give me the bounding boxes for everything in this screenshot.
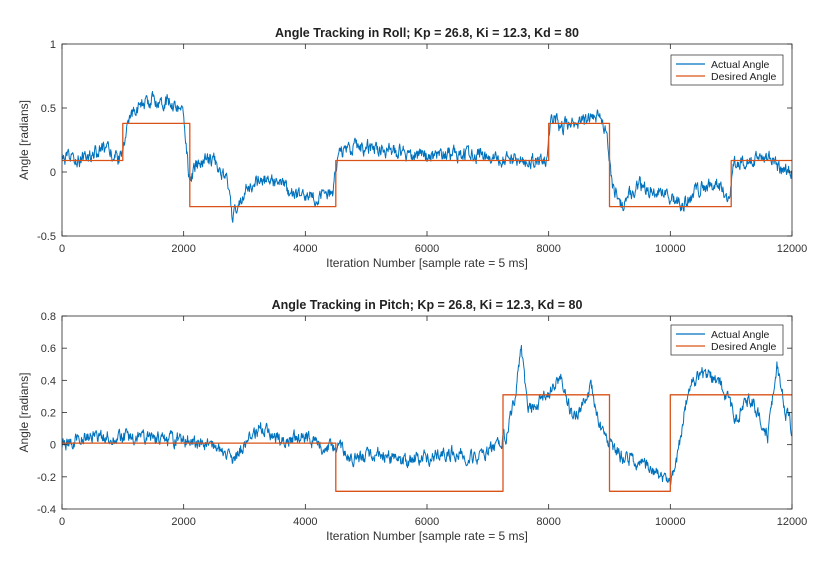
y-tick-label: 0.2: [41, 408, 56, 420]
legend-label-actual: Actual Angle: [711, 59, 770, 71]
x-tick-label: 8000: [536, 243, 560, 255]
series-line-desired: [62, 394, 792, 492]
x-tick-label: 6000: [415, 243, 439, 255]
legend-label-desired: Desired Angle: [711, 71, 777, 83]
y-tick-label: -0.2: [37, 472, 56, 484]
chart-2: Angle Tracking in Pitch; Kp = 26.8, Ki =…: [17, 298, 807, 543]
y-tick-label: 0.4: [41, 375, 56, 387]
x-tick-label: 12000: [777, 516, 808, 528]
y-axis-label: Angle [radians]: [17, 372, 31, 452]
x-axis-label: Iteration Number [sample rate = 5 ms]: [326, 529, 528, 543]
x-tick-label: 10000: [655, 516, 686, 528]
x-tick-label: 0: [59, 243, 65, 255]
x-tick-label: 0: [59, 516, 65, 528]
x-tick-label: 4000: [293, 243, 317, 255]
y-tick-label: 1: [50, 39, 56, 51]
x-tick-label: 12000: [777, 243, 808, 255]
chart-title: Angle Tracking in Pitch; Kp = 26.8, Ki =…: [272, 298, 583, 312]
y-tick-label: 0.5: [41, 103, 56, 115]
x-tick-label: 4000: [293, 516, 317, 528]
x-tick-label: 10000: [655, 243, 686, 255]
x-tick-label: 2000: [171, 516, 195, 528]
x-axis-label: Iteration Number [sample rate = 5 ms]: [326, 256, 528, 270]
y-tick-label: -0.5: [37, 231, 56, 243]
x-tick-label: 8000: [536, 516, 560, 528]
legend-label-desired: Desired Angle: [711, 341, 777, 353]
chart-title: Angle Tracking in Roll; Kp = 26.8, Ki = …: [275, 26, 579, 40]
series-line-actual: [62, 91, 792, 223]
x-tick-label: 6000: [415, 516, 439, 528]
legend-box: [670, 324, 784, 356]
y-tick-label: 0.8: [41, 311, 56, 323]
y-tick-label: 0: [50, 167, 56, 179]
y-axis-label: Angle [radians]: [17, 100, 31, 180]
series-line-desired: [62, 122, 792, 208]
legend-box: [670, 54, 784, 86]
chart-1: Angle Tracking in Roll; Kp = 26.8, Ki = …: [17, 26, 807, 270]
y-tick-label: 0: [50, 440, 56, 452]
y-tick-label: -0.4: [37, 504, 56, 516]
x-tick-label: 2000: [171, 243, 195, 255]
y-tick-label: 0.6: [41, 343, 56, 355]
legend-label-actual: Actual Angle: [711, 329, 770, 341]
